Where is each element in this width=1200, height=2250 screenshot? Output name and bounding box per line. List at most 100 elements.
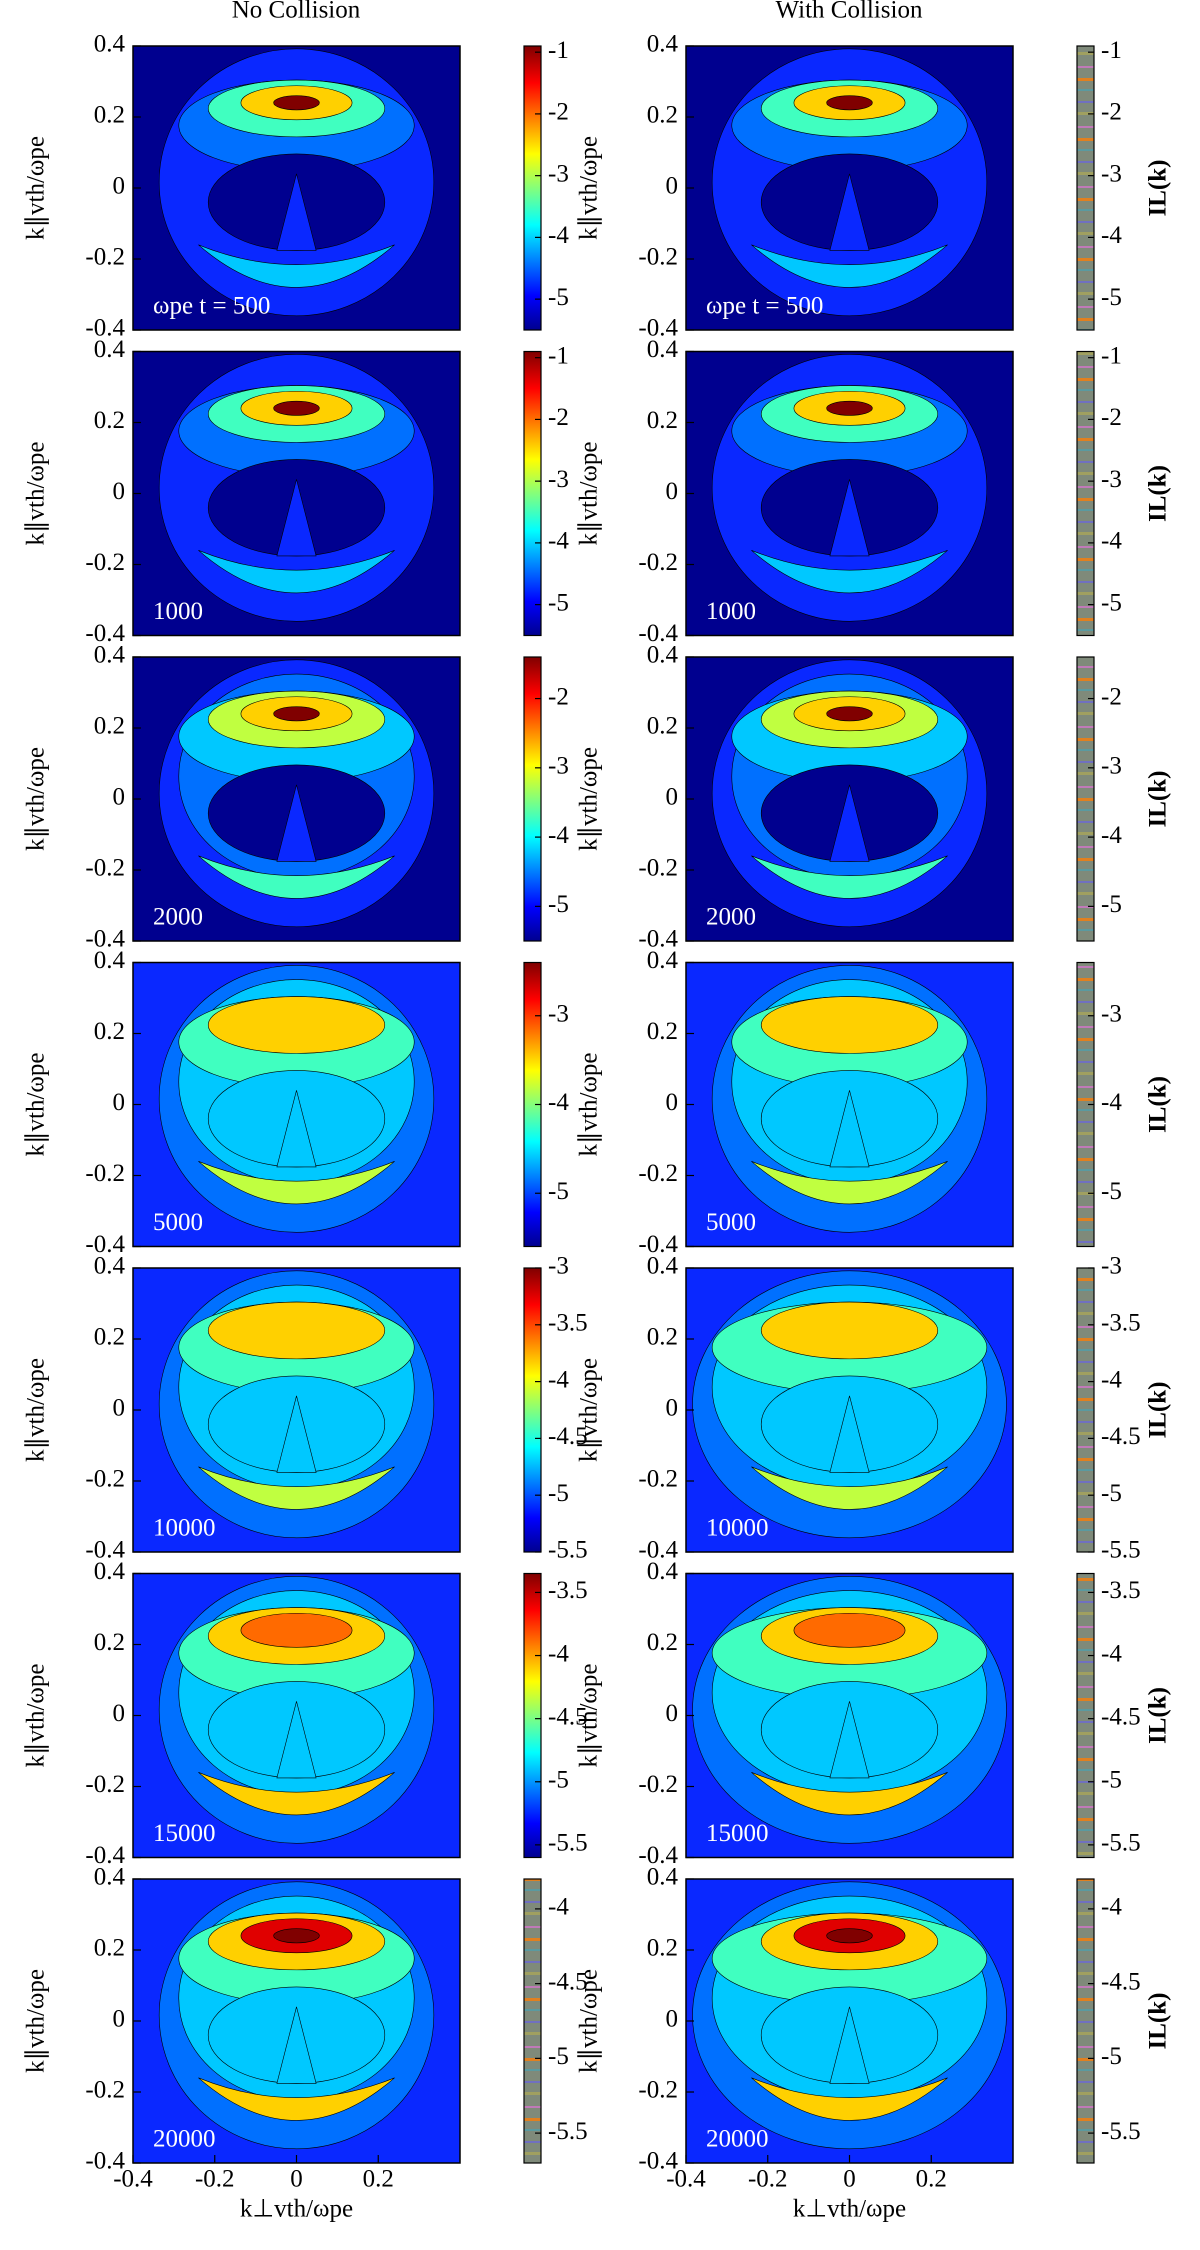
time-label: 15000 [706, 1820, 769, 1847]
time-label: 1000 [153, 598, 203, 625]
colorbar-tick-label: -4.5 [1101, 1703, 1141, 1730]
x-tick-label: 0.2 [363, 2166, 394, 2193]
y-tick-label: 0 [666, 1395, 679, 1422]
y-tick-label: -0.4 [85, 1537, 125, 1564]
colorbar [1076, 1267, 1095, 1553]
colorbar-tick-label: -5 [1101, 1178, 1122, 1205]
colorbar-tick-label: -4 [548, 822, 569, 849]
y-tick-label: 0 [113, 478, 126, 505]
colorbar-tick-label: -4 [548, 528, 569, 555]
y-tick-label: 0.2 [94, 713, 125, 740]
y-tick-label: 0.4 [647, 1253, 679, 1280]
colorbar-tick-label: -2 [1101, 99, 1122, 126]
contour-level [198, 2077, 395, 2121]
y-tick-label: 0.4 [647, 336, 679, 363]
y-tick-label: 0.4 [94, 1864, 126, 1891]
column-title: With Collision [776, 0, 923, 24]
y-tick-label: -0.4 [638, 1537, 678, 1564]
y-axis-label: k∥vth/ωpe [576, 136, 603, 240]
contour-level [273, 400, 320, 416]
time-label: 15000 [153, 1820, 216, 1847]
contour-level [198, 1772, 395, 1816]
y-tick-label: -0.4 [638, 1842, 678, 1869]
contour-level [829, 1090, 870, 1168]
y-tick-label: -0.2 [85, 855, 125, 882]
contour-level [751, 244, 948, 288]
y-tick-label: 0.2 [94, 1935, 125, 1962]
colorbar-tick-label: -1 [548, 37, 569, 64]
contour-panel [133, 351, 460, 636]
y-tick-label: 0.2 [647, 1018, 678, 1045]
y-tick-label: -0.2 [638, 1160, 678, 1187]
contour-level [198, 1161, 395, 1205]
colorbar-tick-label: -5 [1101, 1767, 1122, 1794]
contour-level [276, 173, 317, 251]
colorbar-tick-label: -3.5 [548, 1577, 588, 1604]
colorbar-label: IL(k) [1145, 1382, 1172, 1439]
y-axis-label: k∥vth/ωpe [576, 442, 603, 546]
time-label: 5000 [706, 1209, 756, 1236]
contour-panel [133, 657, 460, 941]
colorbar-tick-label: -2 [548, 99, 569, 126]
colorbar-tick-label: -5 [548, 1767, 569, 1794]
colorbar-tick-label: -3 [548, 1253, 569, 1280]
contour-panel [133, 962, 460, 1247]
contour-panel [133, 1268, 460, 1552]
y-tick-label: -0.4 [638, 315, 678, 342]
colorbar-tick-label: -4 [1101, 1894, 1122, 1921]
colorbar-tick-label: -5 [548, 1178, 569, 1205]
colorbar-tick-label: -4.5 [548, 1703, 588, 1730]
colorbar-tick-label: -3 [1101, 466, 1122, 493]
colorbar-tick-label: -5 [548, 1480, 569, 1507]
time-label: 10000 [706, 1515, 769, 1542]
colorbar [523, 45, 542, 331]
colorbar-tick-label: -1 [548, 342, 569, 369]
x-tick-label: 0 [843, 2166, 856, 2193]
x-tick-label: 0 [290, 2166, 303, 2193]
time-label: ωpe t = 500 [153, 293, 270, 320]
y-tick-label: -0.2 [638, 2077, 678, 2104]
y-tick-label: 0.4 [647, 1864, 679, 1891]
contour-level [273, 95, 320, 111]
colorbar-tick-label: -3.5 [548, 1310, 588, 1337]
colorbar-label: IL(k) [1145, 1687, 1172, 1744]
y-tick-label: -0.2 [85, 2077, 125, 2104]
y-axis-label: k∥vth/ωpe [23, 1358, 50, 1462]
contour-level [276, 479, 317, 557]
x-tick-label: -0.2 [748, 2166, 788, 2193]
colorbar-tick-label: -5 [1101, 891, 1122, 918]
contour-panel [686, 962, 1013, 1247]
y-tick-label: -0.4 [85, 315, 125, 342]
time-label: ωpe t = 500 [706, 293, 823, 320]
colorbar-tick-label: -2 [548, 683, 569, 710]
x-tick-label: -0.4 [113, 2166, 153, 2193]
y-axis-label: k∥vth/ωpe [23, 136, 50, 240]
contour-level [829, 784, 870, 862]
colorbar-tick-label: -1 [1101, 342, 1122, 369]
contour-level [760, 1301, 939, 1360]
y-tick-label: 0.4 [94, 642, 126, 669]
colorbar-tick-label: -3 [1101, 1253, 1122, 1280]
contour-level [751, 1466, 948, 1510]
contour-level [751, 1772, 948, 1816]
contour-panel [686, 657, 1013, 941]
colorbar-label: IL(k) [1145, 1076, 1172, 1133]
contour-level [273, 706, 320, 722]
colorbar-tick-label: -3 [548, 466, 569, 493]
contour-level [793, 1612, 906, 1648]
y-tick-label: -0.2 [85, 1160, 125, 1187]
y-tick-label: 0 [113, 1700, 126, 1727]
contour-panel [133, 1879, 460, 2163]
y-tick-label: -0.2 [85, 1771, 125, 1798]
y-tick-label: 0 [113, 1089, 126, 1116]
colorbar-label: IL(k) [1145, 771, 1172, 828]
colorbar-tick-label: -3 [548, 753, 569, 780]
colorbar [523, 1572, 542, 1859]
contour-level [198, 1466, 395, 1510]
y-tick-label: -0.4 [638, 2148, 678, 2175]
y-tick-label: -0.4 [638, 926, 678, 953]
contour-level [760, 996, 939, 1054]
y-axis-label: k∥vth/ωpe [576, 1053, 603, 1157]
y-tick-label: 0 [666, 1089, 679, 1116]
